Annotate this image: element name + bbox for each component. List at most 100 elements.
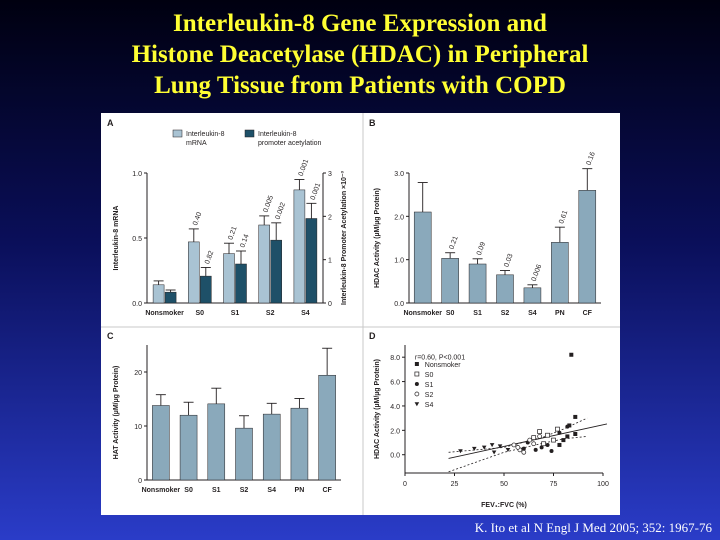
panel-d-point	[539, 445, 544, 450]
panel-b-label: B	[369, 118, 376, 128]
panel-a-pvalue-mrna: 0.005	[263, 195, 276, 214]
panel-c-bar	[290, 407, 309, 481]
panel-b-y-tick-label: 3.0	[394, 171, 404, 178]
panel-a-y-tick-label: 1.0	[132, 171, 142, 178]
panel-d-point	[458, 449, 463, 454]
panel-a-y-right-tick-label: 2	[328, 214, 332, 221]
panel-a-bar-mrna	[223, 253, 235, 304]
panel-d-legend-marker	[414, 391, 420, 397]
panel-b-bar	[441, 258, 459, 304]
panel-d-y-tick-label: 6.0	[390, 380, 400, 387]
panel-c-bar	[152, 405, 170, 481]
panel-a-y-right-tick-label: 0	[328, 301, 332, 308]
panel-b-y-tick-label: 0.0	[394, 301, 404, 308]
panel-b-y-tick-label: 2.0	[394, 214, 404, 221]
panel-b-bar	[468, 263, 487, 304]
panel-a-pvalue-acetylation: 0.001	[310, 182, 323, 201]
panel-d-point	[511, 442, 517, 448]
panel-d-point	[491, 450, 497, 455]
panel-a-y-tick-label: 0.5	[132, 236, 142, 243]
panel-d-point	[545, 442, 550, 447]
panel-c-x-tick-label: S1	[212, 487, 221, 494]
citation: K. Ito et al N Engl J Med 2005; 352: 196…	[474, 520, 712, 535]
title-line-2: Histone Deacetylase (HDAC) in Peripheral	[131, 41, 589, 68]
panel-c-y-tick-label: 20	[134, 370, 142, 377]
panel-d-point	[531, 441, 537, 447]
panel-b-x-tick-label: S4	[528, 310, 537, 317]
panel-a-bar-mrna	[152, 284, 165, 304]
panel-d-annotation: r=0.60, P<0.001	[415, 354, 465, 361]
panel-a-bar-acetylation	[200, 275, 212, 304]
panel-d-point	[545, 432, 550, 438]
panel-b-pvalue: 0.09	[476, 241, 487, 256]
panel-c-y-label: HAT Activity (µM/µg Protein)	[113, 366, 120, 460]
panel-a-x-tick-label: S4	[301, 310, 310, 317]
panel-a-y-label-right: Interleukin-8 Promoter Acetylation ×10⁻³	[341, 170, 348, 305]
panel-b-y-tick-label: 1.0	[394, 258, 404, 265]
panel-c-x-tick-label: PN	[295, 487, 305, 494]
panel-b-x-tick-label: CF	[583, 310, 593, 317]
panel-d-y-tick-label: 8.0	[390, 355, 400, 362]
panel-c-bar	[262, 413, 281, 481]
panel-c-x-tick-label: Nonsmoker	[142, 487, 181, 494]
panel-b-pvalue: 0.006	[531, 264, 544, 283]
panel-a-pvalue-acetylation: 0.002	[275, 202, 288, 221]
panel-d-point	[557, 430, 562, 435]
panel-a-bar-acetylation	[305, 218, 318, 304]
panel-d-point	[549, 449, 554, 454]
panel-d-legend-marker	[414, 371, 420, 377]
panel-d-point	[541, 441, 546, 447]
panel-d-x-label: FEV₁:FVC (%)	[481, 502, 527, 509]
panel-d-legend-label: Nonsmoker	[425, 362, 461, 369]
panel-b-bar	[496, 274, 514, 304]
panel-b-x-tick-label: S2	[501, 310, 510, 317]
panel-d-point	[557, 442, 562, 447]
panel-d-point	[555, 426, 560, 432]
panel-d-point	[569, 352, 574, 357]
panel-a-x-tick-label: S2	[266, 310, 275, 317]
panel-d-x-tick-label: 50	[500, 481, 508, 488]
panel-a-label: A	[107, 118, 114, 128]
panel-a-pvalue-mrna: 0.40	[192, 211, 203, 226]
panel-b-x-tick-label: Nonsmoker	[403, 310, 442, 317]
panel-a-y-tick-label: 0.0	[132, 301, 142, 308]
panel-d-point	[567, 423, 572, 428]
panel-d-point	[531, 435, 537, 440]
figure-svg: A Interleukin-8 mRNA Interleukin-8 promoter …	[101, 113, 620, 515]
panel-d-x-tick-label: 75	[550, 481, 558, 488]
panel-d-point	[561, 438, 566, 443]
panel-d-point	[565, 424, 570, 429]
panel-a-x-tick-label: S1	[231, 310, 240, 317]
panel-b-bar	[413, 211, 432, 304]
panel-d-y-tick-label: 4.0	[390, 404, 400, 411]
panel-d-point	[521, 446, 526, 451]
panel-c-label: C	[107, 331, 114, 341]
panel-d-point	[527, 437, 533, 443]
panel-a-y-right-tick-label: 1	[328, 258, 332, 265]
panel-a-legend-swatch-acetylation	[244, 129, 255, 138]
panel-c-x-tick-label: S0	[184, 487, 193, 494]
panel-d-x-tick-label: 0	[403, 481, 407, 488]
panel-a-legend-mrna-line2: mRNA	[186, 140, 207, 147]
panel-b-pvalue: 0.16	[586, 151, 597, 166]
panel-a-legend-acetylation-line1: Interleukin-8	[258, 131, 297, 138]
panel-d-y-tick-label: 0.0	[390, 453, 400, 460]
panel-b-pvalue: 0.03	[503, 253, 514, 268]
panel-a-legend-acetylation-line2: promoter acetylation	[258, 140, 322, 147]
panel-d-legend-label: S2	[425, 392, 434, 399]
panel-b-x-tick-label: PN	[555, 310, 565, 317]
panel-d-legend-marker	[414, 362, 419, 366]
panel-c-bar	[179, 414, 198, 481]
panel-d-point	[521, 449, 527, 455]
panel-d-x-tick-label: 25	[451, 481, 459, 488]
panel-a-pvalue-mrna: 0.001	[298, 158, 311, 177]
panel-c-bar	[207, 403, 226, 481]
panel-a-y-label: Interleukin-8 mRNA	[113, 206, 120, 271]
panel-d-legend-label: S1	[425, 382, 434, 389]
panel-c-x-tick-label: S2	[240, 487, 249, 494]
panel-d-x-tick-label: 100	[597, 481, 609, 488]
panel-d-point	[537, 429, 542, 434]
panel-a-bar-acetylation	[270, 239, 282, 304]
panel-a-bar-mrna	[293, 189, 306, 304]
panel-d-point	[551, 437, 556, 443]
